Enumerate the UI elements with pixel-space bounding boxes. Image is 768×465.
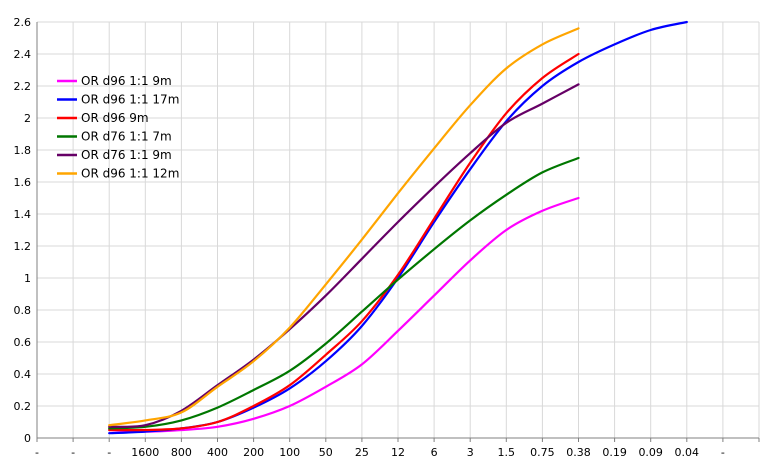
series-line (108, 52, 580, 432)
legend-label: OR d76 1:1 9m (81, 148, 172, 162)
x-tick-label: - (71, 446, 75, 459)
legend-label: OR d76 1:1 7m (81, 130, 172, 144)
x-tick-label: 0.19 (602, 446, 627, 459)
x-tick-label: - (35, 446, 39, 459)
x-tick-label: 1600 (131, 446, 159, 459)
y-tick-label: 2.4 (14, 48, 32, 61)
x-tick-label: - (721, 446, 725, 459)
x-tick-label: 0.04 (675, 446, 700, 459)
x-tick-label: 0.75 (530, 446, 555, 459)
x-tick-labels: - - - 1600 800 400 200 100 50 25 12 6 3 1.5 0.75 0.38 0.… (35, 446, 725, 459)
legend-label: OR d96 9m (81, 111, 149, 125)
series-line (108, 156, 580, 430)
y-tick-label: 1.6 (14, 176, 32, 189)
x-tick-label: 200 (243, 446, 264, 459)
y-tick-label: 1.8 (14, 144, 32, 157)
y-tick-label: 0.8 (14, 304, 32, 317)
y-tick-label: 1 (24, 272, 31, 285)
x-tick-label: 6 (431, 446, 438, 459)
axes (36, 22, 760, 442)
y-tick-label: 0.6 (14, 336, 32, 349)
x-tick-label: 100 (279, 446, 300, 459)
x-tick-label: 25 (355, 446, 369, 459)
legend: OR d96 1:1 9m OR d96 1:1 17m OR d96 9m OR d… (57, 74, 179, 181)
y-tick-label: 0.4 (14, 368, 32, 381)
x-tick-label: 50 (319, 446, 333, 459)
y-tick-label: 1.2 (14, 240, 32, 253)
y-tick-label: 2.2 (14, 80, 32, 93)
y-tick-label: 2.6 (14, 16, 32, 29)
series-line (108, 196, 580, 433)
series-line (108, 83, 580, 428)
x-tick-label: 0.38 (566, 446, 591, 459)
y-tick-label: 1.4 (14, 208, 32, 221)
legend-label: OR d96 1:1 9m (81, 74, 172, 88)
x-tick-label: 12 (391, 446, 405, 459)
x-tick-label: 1.5 (498, 446, 516, 459)
y-tick-labels: 0 0.2 0.4 0.6 0.8 1 1.2 1.4 1.6 1.8 2 2.2 2.4 2.6 (14, 16, 32, 445)
y-tick-label: 0 (24, 432, 31, 445)
x-tick-label: 0.09 (638, 446, 663, 459)
y-tick-label: 2 (24, 112, 31, 125)
series-lines (108, 20, 688, 435)
legend-label: OR d96 1:1 17m (81, 93, 179, 107)
x-tick-label: 3 (467, 446, 474, 459)
y-tick-label: 0.2 (14, 400, 32, 413)
series-line (108, 27, 580, 427)
x-tick-label: - (107, 446, 111, 459)
x-tick-label: 800 (171, 446, 192, 459)
legend-label: OR d96 1:1 12m (81, 167, 179, 181)
x-tick-label: 400 (207, 446, 228, 459)
